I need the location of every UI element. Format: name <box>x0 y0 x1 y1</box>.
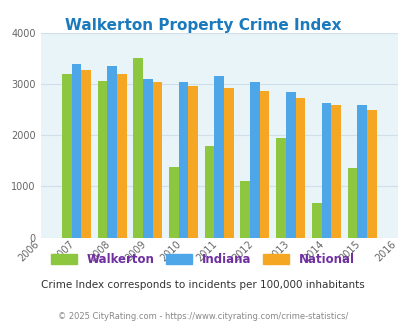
Text: Walkerton Property Crime Index: Walkerton Property Crime Index <box>64 18 341 33</box>
Bar <box>97 81 107 238</box>
Bar <box>107 66 117 238</box>
Bar <box>117 74 126 238</box>
Bar <box>178 82 188 238</box>
Bar <box>188 86 198 238</box>
Bar <box>240 181 249 238</box>
Bar <box>168 167 178 238</box>
Bar <box>311 203 321 238</box>
Bar <box>366 110 376 238</box>
Text: Crime Index corresponds to incidents per 100,000 inhabitants: Crime Index corresponds to incidents per… <box>41 280 364 290</box>
Bar <box>224 88 233 238</box>
Bar <box>356 105 366 238</box>
Bar <box>143 79 152 238</box>
Bar <box>275 138 285 238</box>
Bar <box>133 57 143 238</box>
Bar <box>330 105 340 238</box>
Text: © 2025 CityRating.com - https://www.cityrating.com/crime-statistics/: © 2025 CityRating.com - https://www.city… <box>58 312 347 321</box>
Bar <box>204 146 214 238</box>
Bar <box>62 75 71 238</box>
Bar <box>249 82 259 238</box>
Bar <box>81 70 91 238</box>
Bar <box>71 64 81 238</box>
Legend: Walkerton, Indiana, National: Walkerton, Indiana, National <box>47 248 358 271</box>
Bar <box>259 91 269 238</box>
Bar <box>321 103 330 238</box>
Bar <box>285 92 295 238</box>
Bar <box>214 76 224 238</box>
Bar <box>347 168 356 238</box>
Bar <box>152 82 162 238</box>
Bar <box>295 98 305 238</box>
